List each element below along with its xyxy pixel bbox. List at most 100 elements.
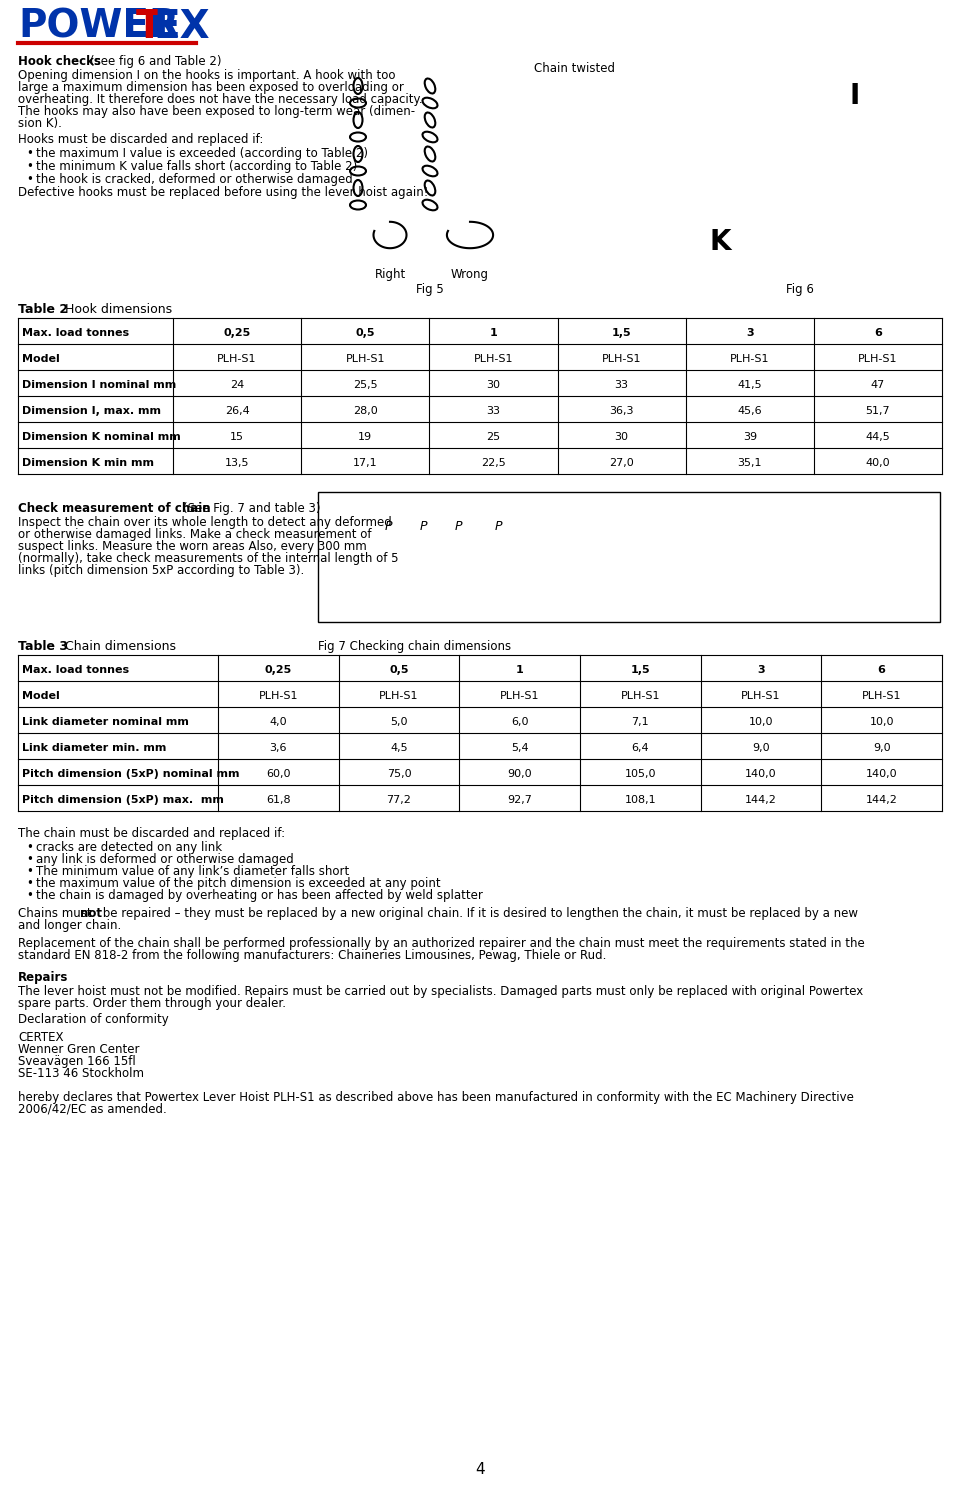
Text: 61,8: 61,8 — [266, 796, 291, 805]
Text: PLH-S1: PLH-S1 — [217, 355, 257, 364]
Text: 25: 25 — [487, 432, 500, 443]
Text: 10,0: 10,0 — [749, 717, 773, 727]
Text: Table 2: Table 2 — [18, 302, 68, 316]
Text: Pitch dimension (5xP) max.  mm: Pitch dimension (5xP) max. mm — [22, 796, 224, 805]
Text: PLH-S1: PLH-S1 — [346, 355, 385, 364]
Bar — [318, 492, 940, 621]
Text: Dimension K min mm: Dimension K min mm — [22, 457, 154, 468]
Text: •: • — [26, 173, 33, 186]
Text: •: • — [26, 840, 33, 854]
Text: hereby declares that Powertex Lever Hoist PLH-S1 as described above has been man: hereby declares that Powertex Lever Hois… — [18, 1091, 853, 1104]
Text: 4,5: 4,5 — [390, 744, 408, 752]
Text: Max. load tonnes: Max. load tonnes — [22, 328, 130, 338]
Text: 6,4: 6,4 — [632, 744, 649, 752]
Text: Declaration of conformity: Declaration of conformity — [18, 1013, 169, 1027]
Text: Pitch dimension (5xP) nominal mm: Pitch dimension (5xP) nominal mm — [22, 769, 239, 779]
Text: 28,0: 28,0 — [353, 405, 377, 416]
Text: P: P — [455, 520, 463, 533]
Text: 19: 19 — [358, 432, 372, 443]
Text: EX: EX — [153, 7, 209, 46]
Text: 1: 1 — [490, 328, 497, 338]
Text: The minimum value of any link’s diameter falls short: The minimum value of any link’s diameter… — [36, 866, 349, 878]
Text: Link diameter min. mm: Link diameter min. mm — [22, 744, 166, 752]
Text: 140,0: 140,0 — [866, 769, 898, 779]
Text: 1: 1 — [516, 665, 523, 675]
Text: Chains must: Chains must — [18, 907, 95, 919]
Text: Inspect the chain over its whole length to detect any deformed: Inspect the chain over its whole length … — [18, 516, 392, 529]
Text: 7,1: 7,1 — [632, 717, 649, 727]
Text: 17,1: 17,1 — [353, 457, 377, 468]
Text: spare parts. Order them through your dealer.: spare parts. Order them through your dea… — [18, 997, 286, 1010]
Text: Fig 6: Fig 6 — [786, 283, 814, 297]
Text: (normally), take check measurements of the internal length of 5: (normally), take check measurements of t… — [18, 551, 398, 565]
Text: Check measurement of chain: Check measurement of chain — [18, 502, 215, 516]
Text: 60,0: 60,0 — [266, 769, 291, 779]
Text: 1,5: 1,5 — [612, 328, 632, 338]
Text: 108,1: 108,1 — [625, 796, 656, 805]
Text: 9,0: 9,0 — [873, 744, 891, 752]
Text: 41,5: 41,5 — [737, 380, 762, 390]
Text: CERTEX: CERTEX — [18, 1031, 63, 1044]
Text: Wrong: Wrong — [451, 268, 489, 282]
Text: PLH-S1: PLH-S1 — [379, 691, 419, 700]
Text: P: P — [495, 520, 502, 533]
Text: 47: 47 — [871, 380, 885, 390]
Text: Dimension K nominal mm: Dimension K nominal mm — [22, 432, 180, 443]
Text: •: • — [26, 852, 33, 866]
Text: 27,0: 27,0 — [610, 457, 634, 468]
Text: Table 3: Table 3 — [18, 641, 68, 653]
Text: the maximum I value is exceeded (according to Table 2): the maximum I value is exceeded (accordi… — [36, 148, 368, 159]
Text: 0,25: 0,25 — [265, 665, 292, 675]
Text: 144,2: 144,2 — [745, 796, 777, 805]
Text: suspect links. Measure the worn areas Also, every 300 mm: suspect links. Measure the worn areas Al… — [18, 539, 367, 553]
Text: PLH-S1: PLH-S1 — [258, 691, 299, 700]
Text: 40,0: 40,0 — [866, 457, 890, 468]
Text: PLH-S1: PLH-S1 — [602, 355, 641, 364]
Text: P: P — [385, 520, 393, 533]
Text: The lever hoist must not be modified. Repairs must be carried out by specialists: The lever hoist must not be modified. Re… — [18, 985, 863, 998]
Text: 4,0: 4,0 — [270, 717, 287, 727]
Text: or otherwise damaged links. Make a check measurement of: or otherwise damaged links. Make a check… — [18, 527, 372, 541]
Text: 33: 33 — [614, 380, 629, 390]
Text: 90,0: 90,0 — [507, 769, 532, 779]
Text: Fig 7 Checking chain dimensions: Fig 7 Checking chain dimensions — [318, 641, 511, 653]
Text: 26,4: 26,4 — [225, 405, 250, 416]
Text: 144,2: 144,2 — [866, 796, 898, 805]
Text: 75,0: 75,0 — [387, 769, 411, 779]
Text: and longer chain.: and longer chain. — [18, 919, 121, 933]
Text: 45,6: 45,6 — [737, 405, 762, 416]
Text: 92,7: 92,7 — [507, 796, 532, 805]
Text: PLH-S1: PLH-S1 — [500, 691, 540, 700]
Text: 33: 33 — [487, 405, 500, 416]
Text: T: T — [136, 7, 162, 46]
Text: large a maximum dimension has been exposed to overloading or: large a maximum dimension has been expos… — [18, 80, 404, 94]
Text: PLH-S1: PLH-S1 — [620, 691, 660, 700]
Text: PLH-S1: PLH-S1 — [473, 355, 514, 364]
Text: Hooks must be discarded and replaced if:: Hooks must be discarded and replaced if: — [18, 133, 263, 146]
Text: Chain dimensions: Chain dimensions — [61, 641, 176, 653]
Text: be repaired – they must be replaced by a new original chain. If it is desired to: be repaired – they must be replaced by a… — [99, 907, 858, 919]
Text: 4: 4 — [475, 1462, 485, 1477]
Text: 51,7: 51,7 — [866, 405, 890, 416]
Text: I: I — [850, 82, 860, 110]
Text: 140,0: 140,0 — [745, 769, 777, 779]
Text: 6: 6 — [877, 665, 886, 675]
Text: PLH-S1: PLH-S1 — [741, 691, 780, 700]
Text: the chain is damaged by overheating or has been affected by weld splatter: the chain is damaged by overheating or h… — [36, 890, 483, 901]
Text: 35,1: 35,1 — [737, 457, 762, 468]
Text: not: not — [80, 907, 102, 919]
Text: 2006/42/EC as amended.: 2006/42/EC as amended. — [18, 1103, 167, 1116]
Text: POWER: POWER — [18, 7, 179, 46]
Text: Max. load tonnes: Max. load tonnes — [22, 665, 130, 675]
Text: Dimension I nominal mm: Dimension I nominal mm — [22, 380, 177, 390]
Text: 9,0: 9,0 — [753, 744, 770, 752]
Text: K: K — [709, 228, 731, 256]
Text: the hook is cracked, deformed or otherwise damaged.: the hook is cracked, deformed or otherwi… — [36, 173, 356, 186]
Text: standard EN 818-2 from the following manufacturers: Chaineries Limousines, Pewag: standard EN 818-2 from the following man… — [18, 949, 607, 963]
Text: the maximum value of the pitch dimension is exceeded at any point: the maximum value of the pitch dimension… — [36, 878, 441, 890]
Text: •: • — [26, 866, 33, 878]
Text: Opening dimension I on the hooks is important. A hook with too: Opening dimension I on the hooks is impo… — [18, 69, 396, 82]
Text: 30: 30 — [614, 432, 629, 443]
Text: 22,5: 22,5 — [481, 457, 506, 468]
Text: cracks are detected on any link: cracks are detected on any link — [36, 840, 222, 854]
